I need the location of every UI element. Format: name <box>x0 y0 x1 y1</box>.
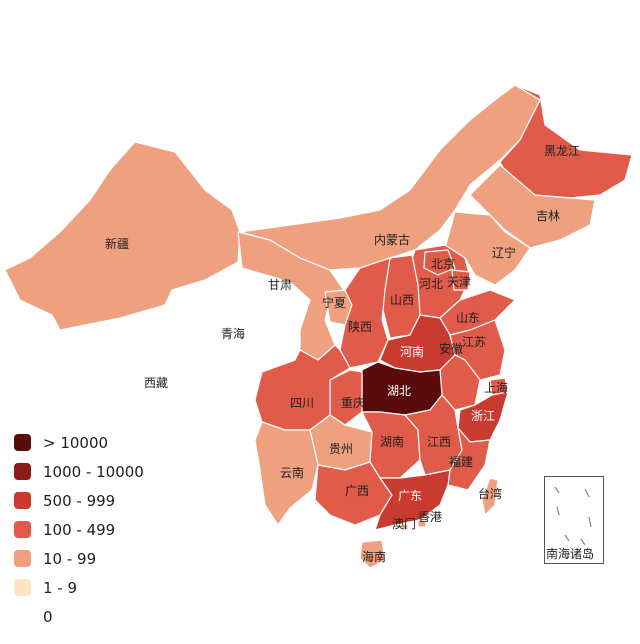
legend-item[interactable]: 1 - 9 <box>14 573 144 602</box>
label-guangxi: 广西 <box>345 484 369 498</box>
inset-islands-graphic <box>554 486 592 546</box>
label-anhui: 安徽 <box>439 341 463 356</box>
label-gansu: 甘肃 <box>268 278 292 292</box>
legend-label: 1 - 9 <box>43 578 78 597</box>
label-hainan: 海南 <box>362 549 386 564</box>
province-neimenggu[interactable] <box>239 84 541 271</box>
province-taiwan[interactable] <box>481 477 499 516</box>
label-henan: 河南 <box>400 344 424 359</box>
province-beijing[interactable] <box>423 249 456 276</box>
label-yunnan: 云南 <box>280 465 304 480</box>
label-beijing: 北京 <box>431 257 455 271</box>
legend-swatch <box>14 550 31 567</box>
label-jiangxi: 江西 <box>427 435 451 449</box>
legend-item[interactable]: 1000 - 10000 <box>14 457 144 486</box>
legend-item[interactable]: 100 - 499 <box>14 515 144 544</box>
label-sichuan: 四川 <box>290 396 314 410</box>
legend-swatch <box>14 434 31 451</box>
legend-label: 100 - 499 <box>43 520 116 539</box>
label-xinjiang: 新疆 <box>105 236 129 251</box>
province-hainan[interactable] <box>359 539 386 569</box>
province-fujian[interactable] <box>447 427 491 491</box>
label-guizhou: 贵州 <box>329 442 353 456</box>
label-hebei: 河北 <box>419 277 443 291</box>
legend-swatch <box>14 463 31 480</box>
label-qinghai: 青海 <box>221 326 245 341</box>
label-shanghai: 上海 <box>484 380 508 395</box>
legend-item[interactable]: > 10000 <box>14 428 144 457</box>
label-heilongjiang: 黑龙江 <box>544 144 580 158</box>
legend-swatch <box>14 492 31 509</box>
province-yunnan[interactable] <box>254 421 319 526</box>
province-tianjin[interactable] <box>451 269 471 291</box>
legend-label: 0 <box>43 607 53 626</box>
legend: > 10000 1000 - 10000 500 - 999 100 - 499 10 … <box>14 428 144 631</box>
label-aomen: 澳门 <box>392 516 416 531</box>
label-taiwan: 台湾 <box>478 486 502 501</box>
label-guangdong: 广东 <box>398 489 422 503</box>
inset-label: 南海诸岛 <box>546 547 595 561</box>
province-shaanxi[interactable] <box>339 257 391 369</box>
legend-item[interactable]: 10 - 99 <box>14 544 144 573</box>
label-shanxi: 山西 <box>390 293 414 307</box>
legend-label: 1000 - 10000 <box>43 462 144 481</box>
province-aomen[interactable] <box>401 523 409 531</box>
legend-label: 500 - 999 <box>43 491 116 510</box>
label-neimenggu: 内蒙古 <box>374 232 410 247</box>
label-hunan: 湖南 <box>380 434 404 449</box>
legend-item[interactable]: 500 - 999 <box>14 486 144 515</box>
province-xinjiang[interactable] <box>4 141 241 331</box>
label-jilin: 吉林 <box>536 209 560 223</box>
label-xianggang: 香港 <box>418 510 442 524</box>
province-heilongjiang[interactable] <box>499 84 633 199</box>
south-china-sea-inset <box>544 476 604 564</box>
province-jilin[interactable] <box>469 164 596 249</box>
label-ningxia: 宁夏 <box>322 295 346 310</box>
legend-label: 10 - 99 <box>43 549 97 568</box>
label-jiangsu: 江苏 <box>462 335 486 349</box>
legend-item[interactable]: 0 <box>14 602 144 631</box>
label-liaoning: 辽宁 <box>492 245 516 260</box>
legend-swatch <box>14 579 31 596</box>
province-guangdong[interactable] <box>374 469 451 531</box>
label-xizang: 西藏 <box>144 376 168 390</box>
legend-swatch <box>14 521 31 538</box>
legend-swatch <box>14 608 31 625</box>
label-chongqing: 重庆 <box>341 396 365 410</box>
label-shandong: 山东 <box>456 311 480 325</box>
label-zhejiang: 浙江 <box>471 409 495 423</box>
label-shaanxi: 陕西 <box>348 319 372 334</box>
legend-label: > 10000 <box>43 433 109 452</box>
label-hubei: 湖北 <box>387 383 411 398</box>
label-fujian: 福建 <box>449 454 473 469</box>
province-xianggang[interactable] <box>417 519 427 528</box>
province-hunan[interactable] <box>361 411 421 479</box>
label-tianjin: 天津 <box>447 275 471 289</box>
